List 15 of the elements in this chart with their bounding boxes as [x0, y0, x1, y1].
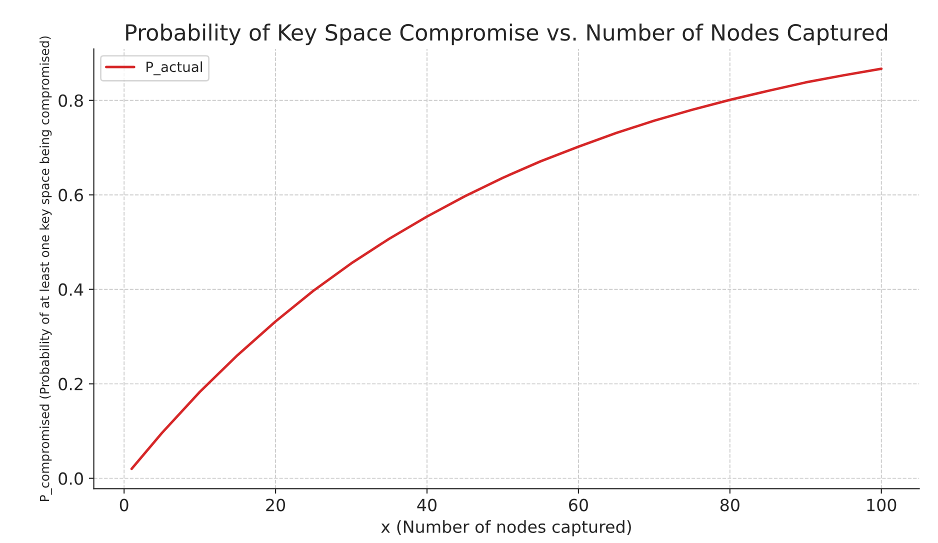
x-tick-label: 20	[266, 498, 286, 512]
x-tick-label: 80	[720, 498, 740, 512]
y-axis-title: P_compromised (Probability of at least one key space being compromised)	[40, 36, 52, 501]
legend-label: P_actual	[146, 61, 202, 76]
chart-title: Probability of Key Space Compromise vs. Number of Nodes Captured	[126, 24, 888, 46]
y-tick-label: 0.6	[58, 188, 84, 202]
x-tick-label: 100	[867, 498, 896, 512]
y-tick-label: 0.0	[58, 472, 83, 485]
x-tick-label: 60	[569, 498, 588, 512]
x-tick-label: 40	[417, 498, 436, 512]
y-tick-label: 0.8	[58, 94, 83, 107]
x-axis-title: x (Number of nodes captured)	[381, 520, 631, 536]
y-tick-label: 0.4	[58, 283, 84, 296]
x-tick-label: 0	[120, 498, 128, 512]
y-tick-label: 0.2	[58, 378, 82, 390]
